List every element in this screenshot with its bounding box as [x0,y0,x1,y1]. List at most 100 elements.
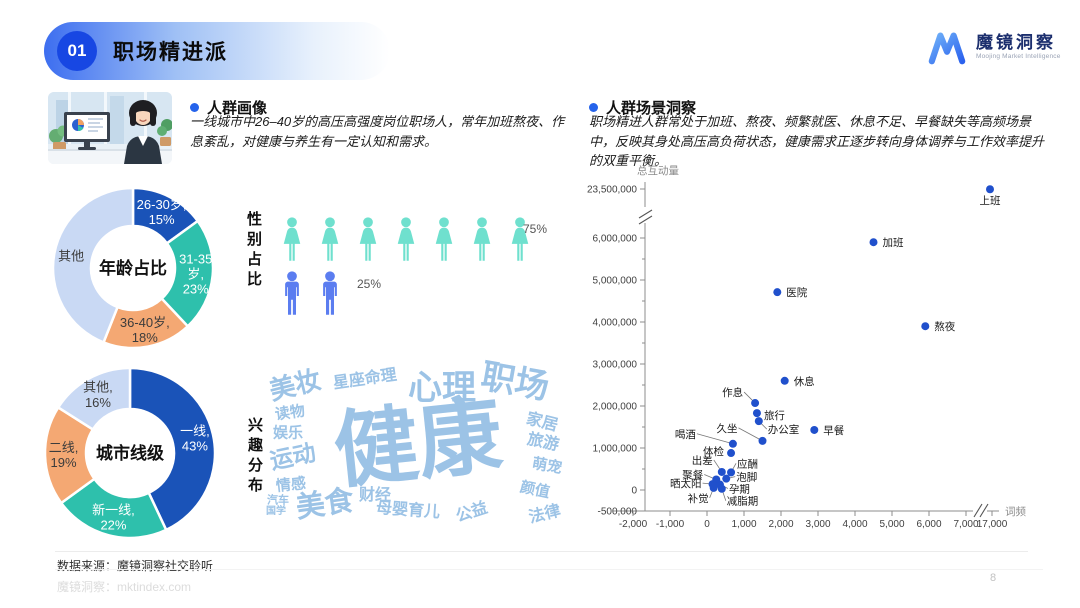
svg-text:岁,: 岁, [187,266,204,281]
female-percentage: 75% [523,222,548,236]
svg-text:旅行: 旅行 [764,409,785,422]
svg-text:26-30岁,: 26-30岁, [137,197,187,212]
svg-text:泡脚: 泡脚 [736,471,757,484]
wordcloud-word: 美食 [293,484,356,525]
section-header: 01 职场精进派 [44,22,390,80]
logo-m-icon [928,32,966,65]
wordcloud-word: 颜值 [518,478,552,502]
scenario-scatter-chart: -500,000 0 1,000,000 2,000,000 3,000,000 4,00… [578,158,1068,540]
female-person-icon [359,217,377,261]
watermark-text: 魔镜洞察：mktindex.com [57,580,192,594]
gender-pictogram [235,195,565,335]
svg-text:新一线,: 新一线, [92,502,135,517]
portrait-description: 一线城市中26–40岁的高压高强度岗位职场人，常年加班熬夜、作息紊乱，对健康与养… [190,114,565,149]
wordcloud-word: 旅游 [525,430,561,455]
wordcloud-word: 娱乐 [272,424,304,442]
svg-text:城市线级: 城市线级 [96,443,164,463]
wordcloud-word: 美妆 [266,364,324,406]
svg-text:4,000: 4,000 [842,519,867,530]
brand-logo: 魔镜洞察 Moojing Market Intelligence [926,28,1061,66]
svg-text:出差: 出差 [692,454,713,467]
wordcloud-word: 健康 [329,387,507,499]
svg-text:15%: 15% [149,212,175,227]
svg-text:31-35: 31-35 [179,251,212,266]
wordcloud-word: 母婴育儿 [375,499,441,522]
svg-text:词频: 词频 [1005,505,1027,518]
footer-divider [55,551,1028,552]
svg-text:-500,000: -500,000 [598,507,638,518]
svg-text:17,000: 17,000 [977,519,1008,530]
svg-text:7,000: 7,000 [953,519,978,530]
svg-text:2,000: 2,000 [768,519,793,530]
svg-text:0: 0 [631,486,637,497]
svg-text:6,000,000: 6,000,000 [593,234,638,245]
svg-text:18%: 18% [132,330,158,345]
wordcloud-word: 国学 [266,506,286,517]
svg-text:年龄占比: 年龄占比 [99,258,167,278]
svg-text:1,000: 1,000 [731,519,756,530]
portrait-heading-text: 人群画像 [207,100,268,117]
svg-text:二线,: 二线, [49,440,79,455]
interest-block: 兴趣分布 健康 心理 职场 美妆 星座命理 读物 娱乐 运动 情感 汽车 国学 美食 财经 母婴育儿 公益家… [238,335,583,550]
svg-text:补觉: 补觉 [688,492,709,505]
male-person-icon [285,271,299,315]
svg-text:22%: 22% [100,518,126,533]
svg-text:-2,000: -2,000 [619,519,648,530]
svg-text:36-40岁,: 36-40岁, [120,315,170,330]
svg-text:其他: 其他 [58,249,84,264]
wordcloud-word: 法律 [527,502,563,527]
svg-text:其他,: 其他, [83,380,113,395]
footer-divider-2 [55,569,1043,570]
logo-subtitle: Moojing Market Intelligence [976,52,1061,60]
female-person-icon [473,217,491,261]
data-source-text: 数据来源：魔镜洞察社交聆听 [57,559,214,573]
interest-wordcloud: 健康 心理 职场 美妆 星座命理 读物 娱乐 运动 情感 汽车 国学 美食 财经 母婴育儿 公益 家居 旅游 萌宠… [238,335,583,550]
wordcloud-word: 读物 [273,402,307,424]
female-person-icon [435,217,453,261]
svg-text:熬夜: 熬夜 [934,320,955,333]
svg-text:43%: 43% [182,439,208,454]
svg-text:4,000,000: 4,000,000 [593,318,638,329]
svg-text:23,500,000: 23,500,000 [587,185,637,196]
logo-text: 魔镜洞察 [976,32,1056,52]
female-person-icon [283,217,301,261]
svg-text:总互动量: 总互动量 [637,164,679,177]
scenario-heading-text: 人群场景洞察 [606,100,697,117]
interest-block-label: 兴趣分布 [246,417,263,497]
svg-text:一线,: 一线, [180,424,210,439]
svg-text:5,000: 5,000 [879,519,904,530]
male-person-icon [323,271,337,315]
svg-text:16%: 16% [85,395,111,410]
male-percentage: 25% [357,277,382,291]
svg-text:减脂期: 减脂期 [727,495,759,508]
svg-text:上班: 上班 [980,195,1001,207]
svg-text:3,000,000: 3,000,000 [593,360,638,371]
female-person-icon [321,217,339,261]
svg-text:久坐: 久坐 [717,423,738,435]
svg-text:0: 0 [704,519,710,530]
svg-text:19%: 19% [51,455,77,470]
svg-text:2,000,000: 2,000,000 [593,402,638,413]
gender-ratio-block: 性别占比 75% 25% [235,195,565,335]
svg-text:作息: 作息 [722,386,743,399]
wordcloud-word: 萌宠 [530,455,564,477]
gender-block-label: 性别占比 [245,211,262,291]
svg-text:医院: 医院 [786,286,807,299]
svg-text:休息: 休息 [794,375,815,388]
svg-text:晒太阳: 晒太阳 [670,477,702,490]
wordcloud-word: 公益 [453,499,490,526]
svg-text:23%: 23% [183,282,209,297]
scenario-section-heading: 人群场景洞察 [589,97,696,118]
wordcloud-word: 星座命理 [332,366,398,393]
svg-text:办公室: 办公室 [768,423,800,436]
svg-text:3,000: 3,000 [805,519,830,530]
female-person-icon [511,217,529,261]
svg-text:6,000: 6,000 [916,519,941,530]
wordcloud-word: 财经 [358,487,392,504]
svg-text:喝酒: 喝酒 [675,428,696,441]
scenario-description: 职场精进人群常处于加班、熬夜、频繁就医、休息不足、早餐缺失等高频场景中，反映其身… [589,114,1045,168]
svg-text:应酬: 应酬 [737,457,758,470]
section-number-badge: 01 [57,31,97,71]
wordcloud-word: 心理 [408,369,476,407]
bullet-icon [589,103,598,112]
